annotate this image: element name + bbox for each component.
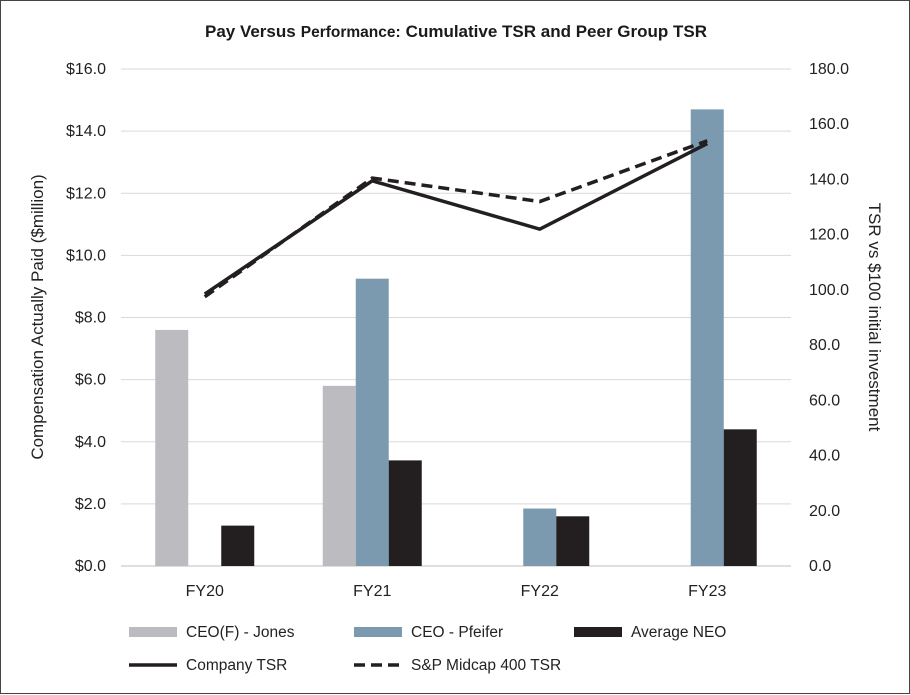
bar	[155, 329, 189, 566]
x-tick-label: FY23	[688, 583, 726, 600]
left-tick-label: $10.0	[66, 247, 106, 264]
chart-title: Pay Versus Performance: Cumulative TSR and…	[205, 22, 707, 41]
bar-group	[155, 109, 757, 566]
x-tick-label: FY21	[353, 583, 391, 600]
right-tick-label: 40.0	[809, 448, 840, 465]
legend-label: S&P Midcap 400 TSR	[411, 657, 561, 674]
right-axis-ticks: 0.0 20.0 40.0 60.0 80.0 100.0 120.0 140.0 160.0 1…	[809, 61, 849, 575]
right-tick-label: 140.0	[809, 171, 849, 188]
legend-label: Company TSR	[186, 657, 287, 674]
left-tick-label: $0.0	[75, 558, 106, 575]
bar	[523, 508, 557, 566]
bar	[690, 109, 724, 566]
bar	[556, 516, 590, 566]
legend-swatch	[574, 627, 622, 637]
left-tick-label: $16.0	[66, 61, 106, 78]
bar	[723, 429, 757, 566]
right-tick-label: 100.0	[809, 282, 849, 299]
series-line	[203, 139, 708, 299]
legend-label: CEO - Pfeifer	[411, 624, 503, 641]
legend-swatch	[354, 627, 402, 637]
left-tick-label: $8.0	[75, 310, 106, 327]
left-tick-label: $14.0	[66, 123, 106, 140]
bar	[388, 460, 422, 566]
bar	[221, 525, 255, 566]
series-line	[203, 141, 709, 296]
legend: CEO(F) - Jones CEO - Pfeifer Average NEO Co…	[129, 624, 726, 674]
legend-label: Average NEO	[631, 624, 726, 641]
x-tick-label: FY20	[186, 583, 224, 600]
right-tick-label: 0.0	[809, 558, 831, 575]
x-tick-label: FY22	[521, 583, 559, 600]
gridlines	[121, 68, 791, 567]
bar	[355, 278, 389, 566]
right-tick-label: 20.0	[809, 503, 840, 520]
right-tick-label: 180.0	[809, 61, 849, 78]
left-tick-label: $12.0	[66, 185, 106, 202]
left-axis-label: Compensation Actually Paid ($million)	[28, 174, 47, 459]
title-part-3: Cumulative TSR and Peer Group TSR	[406, 22, 707, 41]
left-tick-label: $4.0	[75, 434, 106, 451]
right-tick-label: 80.0	[809, 337, 840, 354]
right-tick-label: 160.0	[809, 116, 849, 133]
legend-label: CEO(F) - Jones	[186, 624, 295, 641]
left-axis-ticks: $0.0 $2.0 $4.0 $6.0 $8.0 $10.0 $12.0 $14.0 $16.0	[66, 61, 106, 575]
x-axis-ticks: FY20 FY21 FY22 FY23	[186, 583, 727, 600]
line-group	[203, 139, 709, 299]
right-axis-label: TSR vs $100 initial investment	[865, 203, 884, 432]
title-part-1: Pay Versus	[205, 22, 296, 41]
legend-swatch	[129, 627, 177, 637]
left-tick-label: $6.0	[75, 372, 106, 389]
right-tick-label: 120.0	[809, 227, 849, 244]
right-tick-label: 60.0	[809, 392, 840, 409]
bar	[322, 385, 356, 566]
title-part-2: Performance:	[301, 24, 401, 41]
left-tick-label: $2.0	[75, 496, 106, 513]
